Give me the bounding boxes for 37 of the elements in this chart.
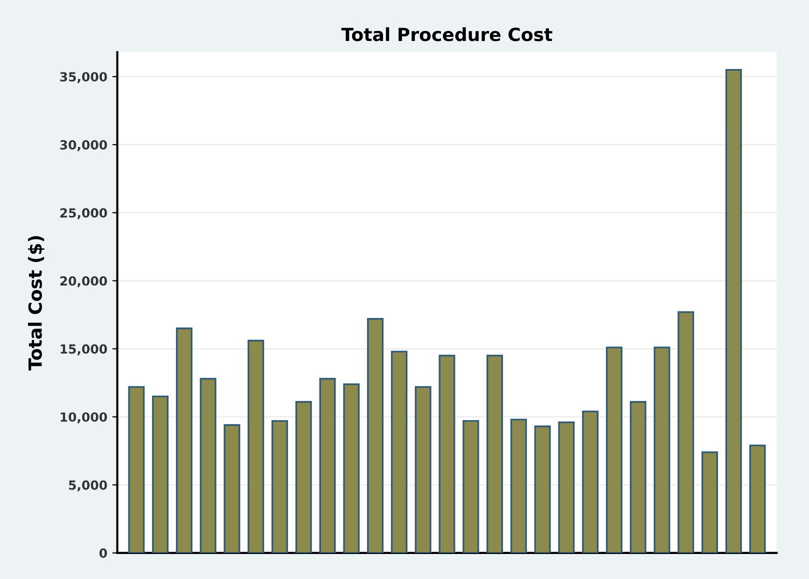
bar <box>606 346 622 553</box>
y-axis-title: Total Cost ($) <box>28 236 44 370</box>
bar <box>319 378 336 553</box>
bar <box>295 401 312 553</box>
y-tick-label: 5,000 <box>69 480 107 492</box>
y-tick-label: 30,000 <box>60 140 107 152</box>
bar <box>248 340 264 553</box>
bar <box>702 451 718 553</box>
y-tick-label: 25,000 <box>60 208 107 220</box>
y-tick-label: 35,000 <box>60 72 107 84</box>
bar <box>343 383 360 553</box>
bar <box>582 410 599 553</box>
chart-title: Total Procedure Cost <box>341 27 552 42</box>
bar <box>272 420 288 553</box>
y-tick-label: 20,000 <box>60 276 107 288</box>
bar <box>486 354 503 553</box>
bar <box>678 311 694 553</box>
y-tick-label: 0 <box>99 548 107 558</box>
bar <box>224 424 240 553</box>
bar <box>128 386 145 553</box>
bar <box>152 396 169 553</box>
y-tick-label: 15,000 <box>60 344 107 356</box>
bar <box>510 418 527 553</box>
bar <box>438 354 456 553</box>
bar <box>558 421 575 553</box>
bar <box>749 444 766 553</box>
bar <box>390 350 408 553</box>
bar <box>630 401 646 553</box>
bar <box>725 68 742 553</box>
bar <box>462 420 480 553</box>
bar <box>367 318 384 553</box>
bar <box>534 426 551 553</box>
bar <box>200 378 216 553</box>
bar <box>654 346 670 553</box>
y-tick-label: 10,000 <box>60 412 107 424</box>
bar <box>414 386 432 553</box>
bar <box>176 328 192 553</box>
